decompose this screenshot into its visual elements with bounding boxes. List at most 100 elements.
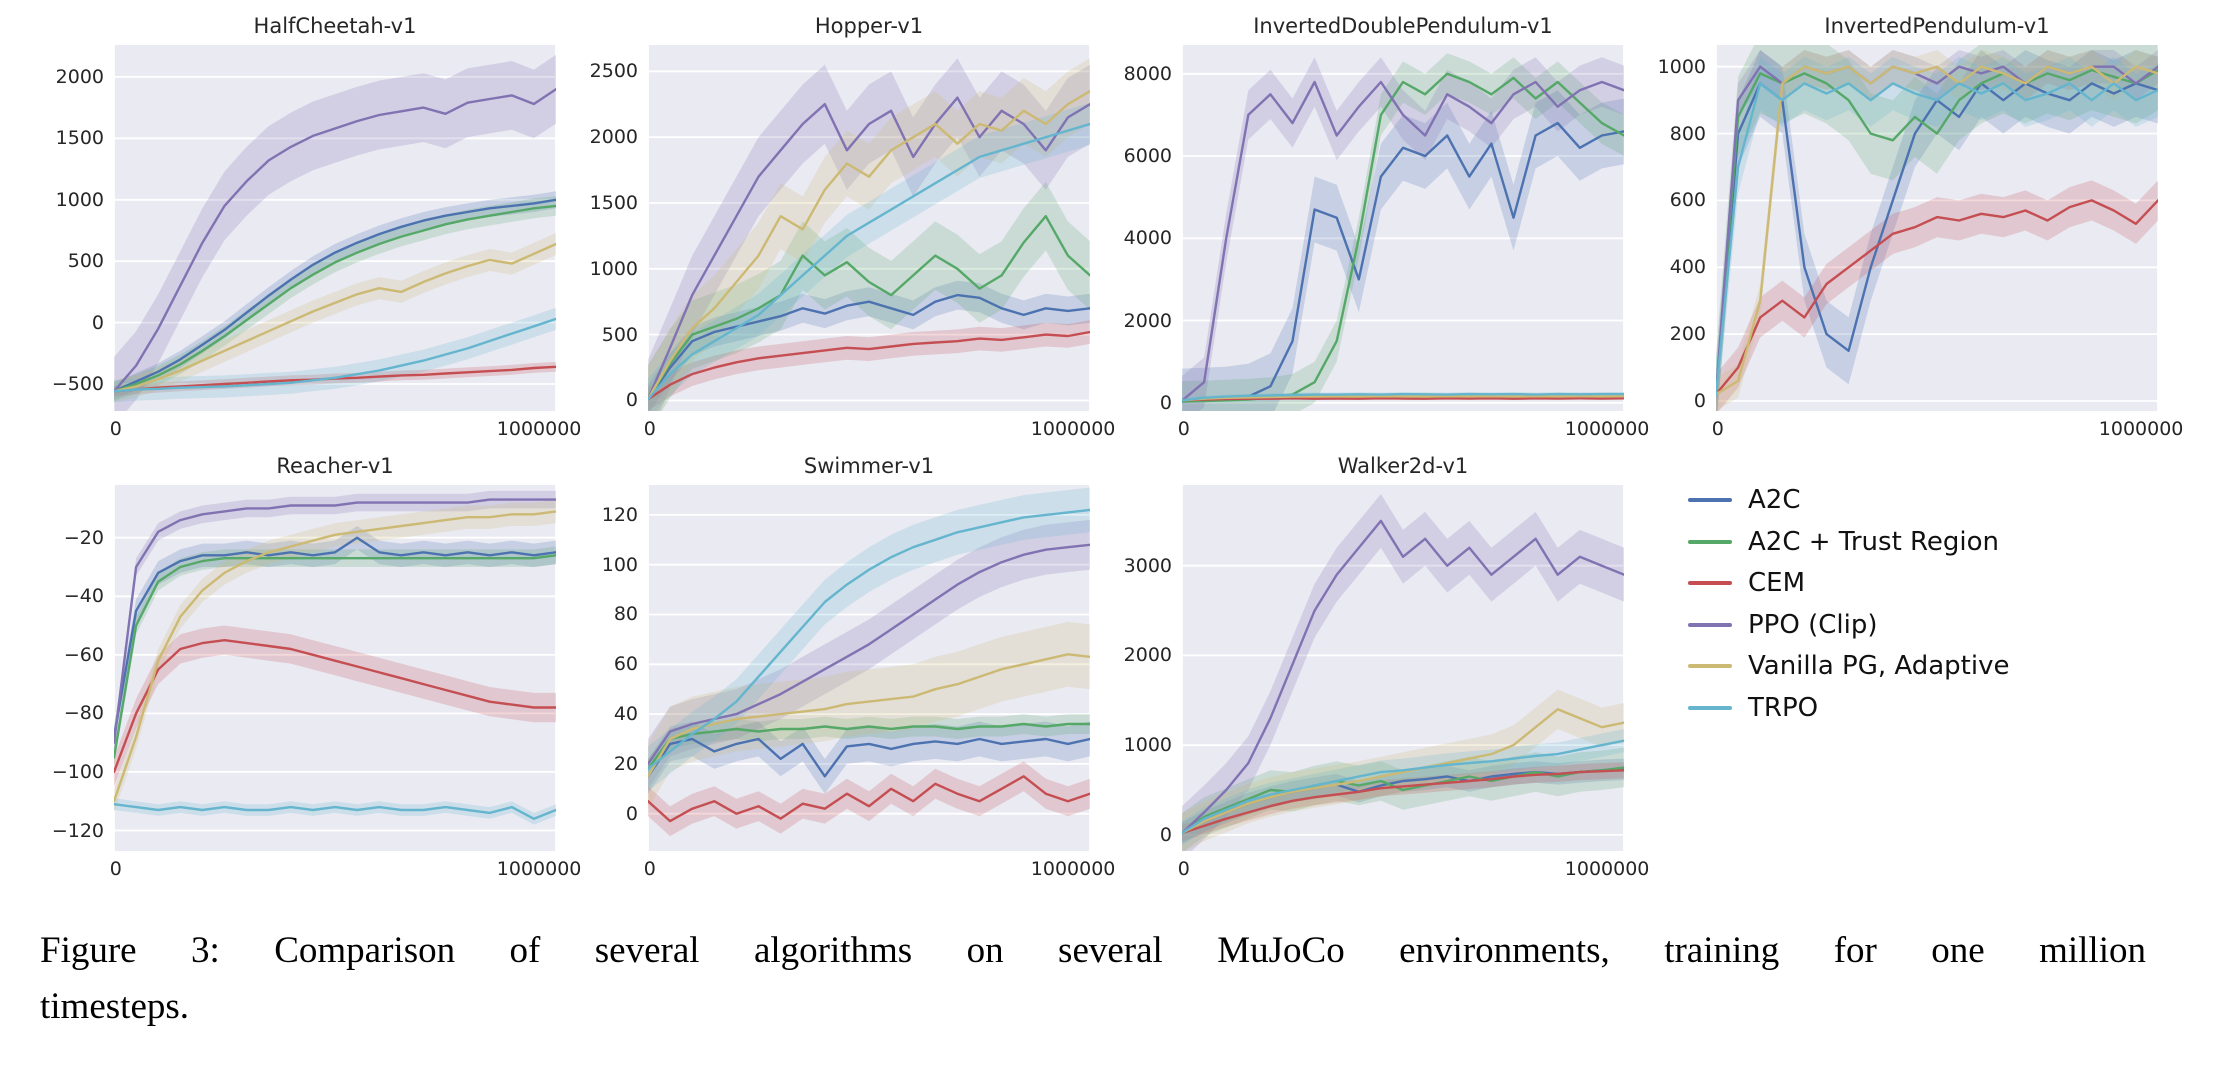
y-tick-label: 0 (1159, 823, 1172, 846)
legend-item: A2C (1688, 484, 2158, 517)
y-tick-label: 500 (601, 323, 638, 346)
y-axis: 0 20 40 60 80 100 120 (574, 485, 648, 851)
y-tick-label: 3000 (1123, 554, 1172, 577)
y-tick-label: −120 (51, 819, 104, 842)
plot-svg (114, 45, 556, 411)
chart-cell: Walker2d-v1 0 1000 2000 3000 0 1000000 (1108, 454, 1650, 880)
plot-area (648, 45, 1090, 411)
series-line (648, 89, 1090, 401)
series-line (114, 554, 556, 759)
legend-item: PPO (Clip) (1688, 609, 2158, 642)
y-tick-label: −60 (63, 643, 104, 666)
series-line (114, 803, 556, 820)
series-line (114, 198, 556, 393)
series-line (1182, 395, 1624, 402)
x-axis: 0 1000000 (110, 851, 582, 880)
y-tick-label: 80 (613, 603, 638, 626)
charts-grid: HalfCheetah-v1 −500 0 500 1000 1500 2000 0 100… (40, 14, 2234, 880)
series-band (648, 280, 1090, 411)
x-axis: 0 1000000 (644, 851, 1116, 880)
series-band (648, 58, 1090, 411)
series-line (648, 775, 1090, 823)
series-band (1716, 50, 2158, 411)
series-band (114, 54, 556, 411)
x-tick-label: 1000000 (2098, 418, 2184, 440)
y-tick-label: 60 (613, 653, 638, 676)
chart-title: Swimmer-v1 (803, 454, 935, 478)
chart-cell: Swimmer-v1 0 20 40 60 80 100 120 0 1000000 (574, 454, 1116, 880)
series-band (1182, 90, 1624, 411)
y-tick-label: 600 (1669, 189, 1706, 212)
y-tick-label: −20 (63, 526, 104, 549)
legend-label: A2C (1748, 485, 1801, 515)
chart-cell: Hopper-v1 0 500 1000 1500 2000 2500 0 1000000 (574, 14, 1116, 440)
y-tick-label: −100 (51, 760, 104, 783)
series-band (648, 714, 1090, 779)
series-band (648, 320, 1090, 411)
legend-label: A2C + Trust Region (1748, 526, 2000, 557)
plot-area (1182, 45, 1624, 411)
y-tick-label: 0 (91, 311, 104, 334)
y-axis: 0 2000 4000 6000 8000 (1108, 45, 1182, 414)
legend-label: Vanilla PG, Adaptive (1748, 651, 2010, 681)
chart-cell: InvertedPendulum-v1 0 200 400 600 800 1000 0 1… (1642, 14, 2184, 440)
series-line (648, 508, 1090, 770)
y-tick-label: 6000 (1123, 145, 1172, 168)
plot-area (1182, 485, 1624, 851)
legend-items: A2C A2C + Trust Region CEM PPO (Clip) Vanill… (1688, 484, 2158, 724)
legend-line-swatch (1688, 539, 1732, 544)
y-tick-label: 400 (1669, 256, 1706, 279)
series-band (114, 625, 556, 787)
series-line (114, 498, 556, 744)
y-tick-label: −80 (63, 702, 104, 725)
y-axis: 0 1000 2000 3000 (1108, 485, 1182, 851)
series-line (648, 543, 1090, 766)
chart-title: Hopper-v1 (814, 14, 924, 38)
y-tick-label: 1500 (589, 191, 638, 214)
plot-svg (648, 45, 1090, 411)
series-band (1182, 762, 1624, 842)
series-band (648, 181, 1090, 411)
x-tick-label: 0 (643, 418, 656, 440)
plot-svg (114, 485, 556, 851)
series-line (648, 214, 1090, 401)
series-line (1182, 80, 1624, 402)
y-tick-label: −500 (51, 372, 104, 395)
y-tick-label: 500 (67, 250, 104, 273)
y-tick-label: 200 (1669, 323, 1706, 346)
y-tick-label: 100 (601, 553, 638, 576)
y-tick-label: 1500 (55, 127, 104, 150)
series-band (648, 58, 1090, 411)
legend-label: TRPO (1748, 692, 1819, 723)
x-tick-label: 1000000 (496, 418, 582, 440)
x-tick-label: 0 (1711, 418, 1724, 440)
series-band (114, 232, 556, 403)
chart-body: −120 −100 −80 −60 −40 −20 (40, 485, 556, 851)
x-tick-label: 0 (643, 858, 656, 880)
x-tick-label: 0 (109, 418, 122, 440)
x-tick-label: 0 (1177, 418, 1190, 440)
series-band (1182, 758, 1624, 844)
series-band (1182, 494, 1624, 851)
series-line (114, 510, 556, 803)
series-band (1716, 45, 2158, 411)
y-tick-label: 0 (625, 389, 638, 412)
series-line (1182, 392, 1624, 402)
x-axis: 0 1000000 (1178, 411, 1650, 440)
y-tick-label: 1000 (1657, 55, 1706, 78)
legend-label: PPO (Clip) (1748, 609, 1878, 640)
series-line (114, 638, 556, 774)
y-tick-label: 1000 (55, 188, 104, 211)
x-tick-label: 1000000 (1564, 418, 1650, 440)
series-band (648, 621, 1090, 809)
y-tick-label: 2000 (589, 126, 638, 149)
x-axis: 0 1000000 (1178, 851, 1650, 880)
series-line (648, 330, 1090, 401)
chart-title: Walker2d-v1 (1337, 454, 1469, 478)
plot-svg (1716, 45, 2158, 411)
series-line (1716, 68, 2158, 396)
chart-body: 0 1000 2000 3000 (1108, 485, 1624, 851)
chart-body: 0 200 400 600 800 1000 (1642, 45, 2158, 412)
figure-caption-line2: timesteps. (40, 985, 190, 1027)
series-line (114, 317, 556, 393)
